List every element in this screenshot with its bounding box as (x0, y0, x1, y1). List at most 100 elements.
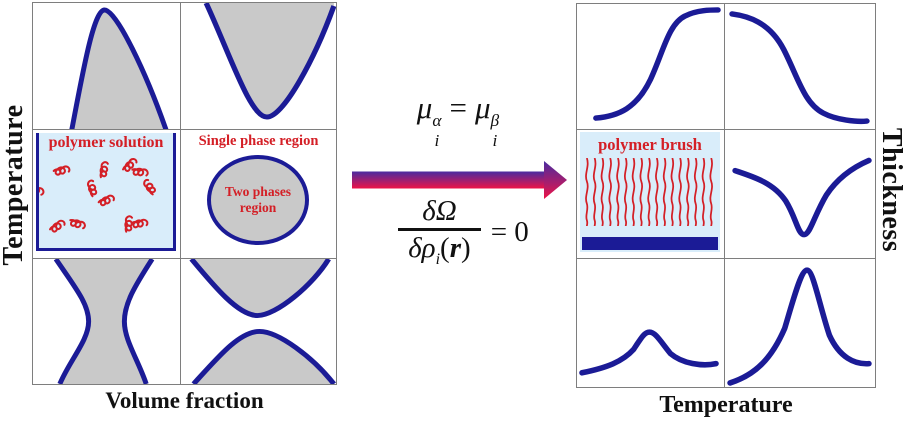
falling-sigmoid-plot (729, 11, 870, 125)
substrate-bar (582, 237, 718, 250)
dip-curve (732, 157, 872, 238)
lcst-binodal-curve (203, 3, 336, 120)
brush-chain (585, 158, 589, 226)
lcst-plot (203, 3, 336, 120)
lower-two-phase-fill (193, 331, 334, 384)
brush-chain (678, 158, 682, 226)
chemical-potential-equation: μ α i = μ β i (348, 90, 568, 150)
phase-diagram-grid: polymer solution Single ph (32, 2, 337, 385)
upper-two-phase-fill (191, 259, 329, 316)
brush-chain (608, 158, 612, 226)
polymer-coil-icon (52, 160, 72, 181)
two-phases-region-ellipse: Two phases region (207, 155, 309, 245)
polymer-coil-icon (94, 160, 114, 179)
polymer-coil-icon (68, 215, 87, 233)
brush-chain (655, 158, 659, 226)
ucst-plot (69, 7, 169, 129)
brush-chain (616, 158, 620, 226)
polymer-solution-label: polymer solution (48, 134, 164, 151)
right-y-axis-label: Thickness (876, 127, 906, 253)
dip-plot (732, 157, 872, 238)
polymer-brush-label: polymer brush (598, 135, 702, 154)
close-paren: ) (461, 232, 471, 265)
polymer-coil-icon (48, 216, 67, 236)
right-binodal-curve (121, 259, 155, 384)
phase-regions-cell: Single phase region Two phases region (181, 130, 336, 259)
ucst-binodal-curve (69, 7, 169, 129)
brush-chain (693, 158, 698, 226)
lcst-phase-diagram-cell (181, 3, 336, 130)
fraction: δΩ δρi(r) (398, 195, 481, 269)
mu-symbol: μ (416, 90, 433, 125)
fraction-bar (398, 228, 481, 232)
brush-chain (670, 158, 675, 226)
polymer-coil-icon (82, 178, 102, 198)
i-subscript: i (435, 251, 441, 269)
position-vector-r: r (449, 232, 462, 265)
small-peak-curve (579, 329, 719, 376)
transformation-arrow-icon (352, 161, 567, 199)
equals-zero: = 0 (490, 215, 529, 248)
sharp-peak-curve (727, 267, 872, 386)
polymer-coil-icon (39, 181, 46, 199)
polymer-coil-icon (97, 190, 117, 210)
upper-binodal-curve (189, 259, 331, 319)
polymer-solution-cell: polymer solution (33, 130, 181, 259)
i-subscript: i (492, 131, 498, 151)
delta-rho: δρ (408, 232, 436, 265)
two-phases-label-line2: region (239, 200, 277, 215)
hourglass-plot (53, 259, 155, 384)
brush-chain (686, 158, 690, 226)
thickness-decrease-cell (725, 4, 875, 130)
polymer-brush-cell: polymer brush (577, 130, 725, 259)
brush-chain (647, 158, 651, 226)
two-phase-region-fill (55, 259, 153, 384)
brush-chain (623, 158, 628, 226)
two-phases-label-line1: Two phases (224, 184, 292, 200)
sharp-peak-plot (727, 267, 872, 386)
brush-chain (701, 158, 706, 226)
gradient-arrow (352, 161, 567, 199)
falling-sigmoid-curve (729, 11, 870, 125)
left-binodal-curve (53, 259, 92, 384)
polymer-coil-icon (130, 213, 150, 234)
brush-chain (600, 158, 605, 226)
polymer-solution-box: polymer solution (36, 133, 176, 251)
polymer-coils-illustration (39, 156, 159, 236)
rising-sigmoid-curve (593, 7, 721, 121)
brush-chain (639, 158, 643, 226)
rising-sigmoid-plot (593, 7, 721, 121)
single-phase-region-label: Single phase region (198, 133, 319, 149)
brush-chain (631, 158, 636, 226)
beta-superscript: β (490, 110, 500, 130)
equals-sign: = (449, 90, 467, 125)
open-paren: ( (440, 232, 450, 265)
brush-chain (662, 158, 667, 226)
dual-binodal-plot (189, 259, 336, 384)
thickness-sharp-peak-cell (725, 259, 875, 387)
hourglass-phase-diagram-cell (33, 259, 181, 384)
thickness-dip-cell (725, 130, 875, 259)
polymer-coil-icon (130, 162, 150, 182)
thickness-small-peak-cell (577, 259, 725, 387)
small-peak-plot (579, 329, 719, 376)
brush-chain (592, 158, 597, 226)
right-x-axis-label: Temperature (659, 392, 793, 418)
arrow-head (544, 161, 567, 199)
i-subscript: i (434, 131, 440, 151)
dual-binodal-phase-diagram-cell (181, 259, 336, 384)
thickness-increase-cell (577, 4, 725, 130)
fraction-numerator: δΩ (422, 195, 457, 227)
lower-binodal-curve (191, 328, 336, 384)
brush-chains-illustration (585, 158, 713, 226)
alpha-superscript: α (432, 110, 442, 130)
polymer-coil-icon (140, 178, 159, 196)
ucst-phase-diagram-cell (33, 3, 181, 130)
arrow-shaft (352, 171, 544, 189)
mu-symbol: μ (474, 90, 491, 125)
two-phase-region-fill (71, 10, 166, 129)
two-phase-region-fill (206, 3, 334, 117)
fraction-denominator: δρi(r) (398, 233, 480, 269)
grand-potential-equation: δΩ δρi(r) = 0 (356, 196, 571, 269)
